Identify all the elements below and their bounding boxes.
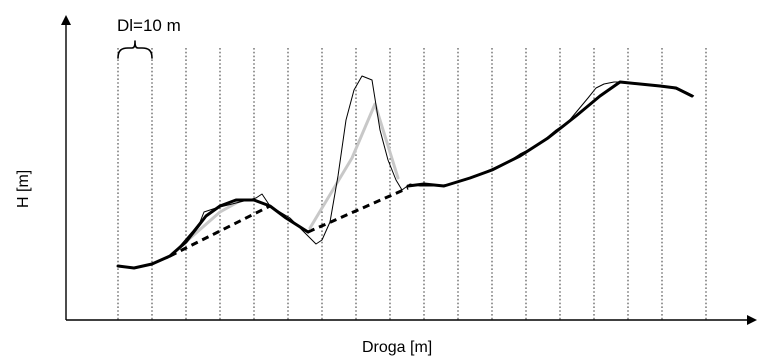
step-brace [117,40,153,59]
dashed-line-1 [169,204,271,258]
step-label: Dl=10 m [117,16,181,35]
bold-profile-left [116,198,310,270]
measured-profile-line [117,75,695,269]
dashed-line-2 [307,186,409,234]
y-axis-label: H [m] [15,170,32,208]
x-axis-label: Droga [m] [362,339,432,356]
bold-profile-right [406,80,694,188]
gray-segment-2 [308,102,400,230]
